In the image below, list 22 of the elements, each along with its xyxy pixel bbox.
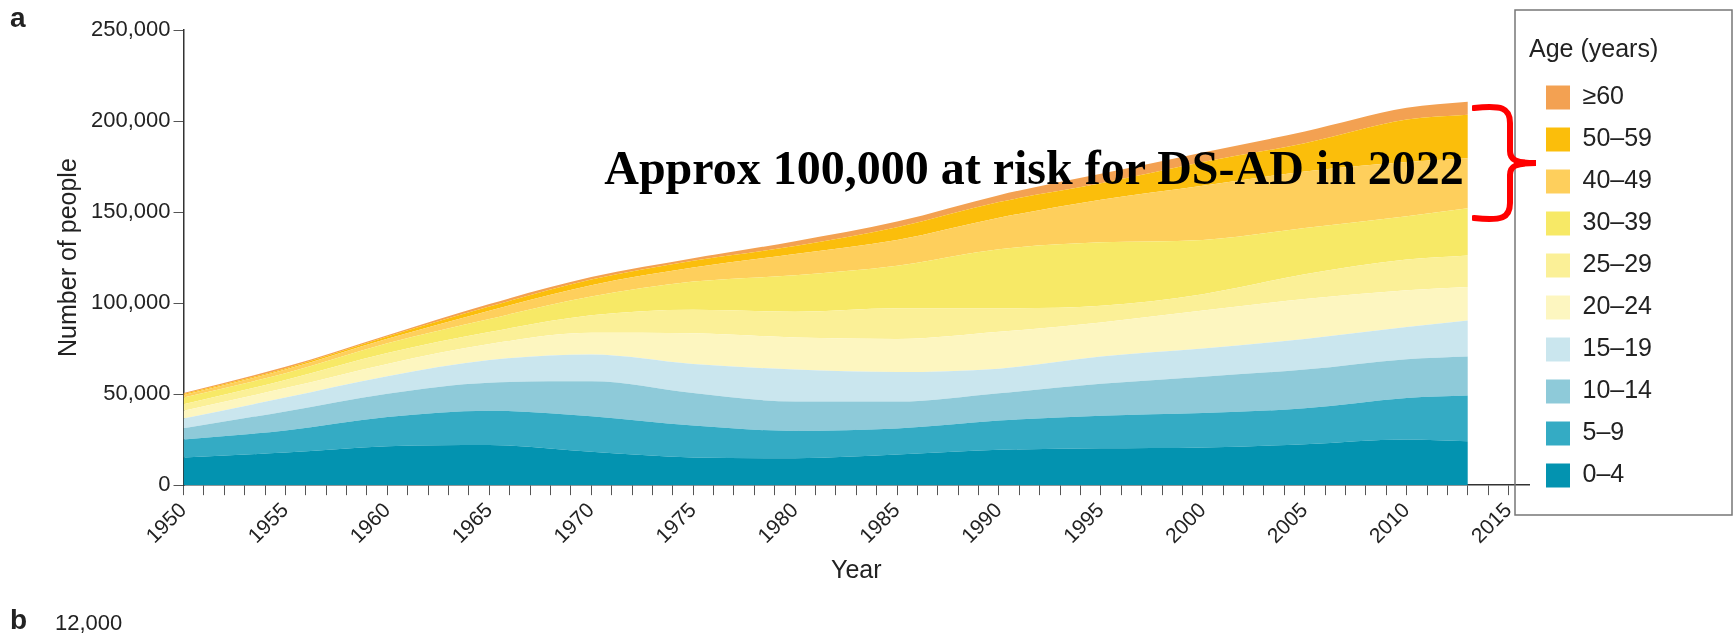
legend-title: Age (years) [1529,34,1659,63]
legend-label: 40–49 [1582,165,1653,194]
legend-label: 15–19 [1582,333,1653,362]
text: 12,000 [55,610,123,636]
legend-label: ≥60 [1582,81,1625,110]
text: a [10,2,26,34]
legend-label: 10–14 [1582,375,1653,404]
y-axis-title: Number of people [52,158,81,357]
y-tick-label: 100,000 [90,289,171,315]
x-axis-title: Year [831,554,882,583]
y-tick-label: 150,000 [90,198,171,224]
y-tick-label: 250,000 [90,16,171,42]
legend-label: 30–39 [1582,207,1653,236]
legend-label: 25–29 [1582,249,1653,278]
legend-label: 20–24 [1582,291,1653,320]
y-tick-label: 200,000 [90,107,171,133]
y-tick-label: 50,000 [103,380,171,406]
y-tick-label: 0 [158,471,171,497]
legend-label: 50–59 [1582,123,1653,152]
legend-label: 5–9 [1582,417,1625,446]
text: b [10,604,28,636]
legend-label: 0–4 [1582,459,1625,488]
